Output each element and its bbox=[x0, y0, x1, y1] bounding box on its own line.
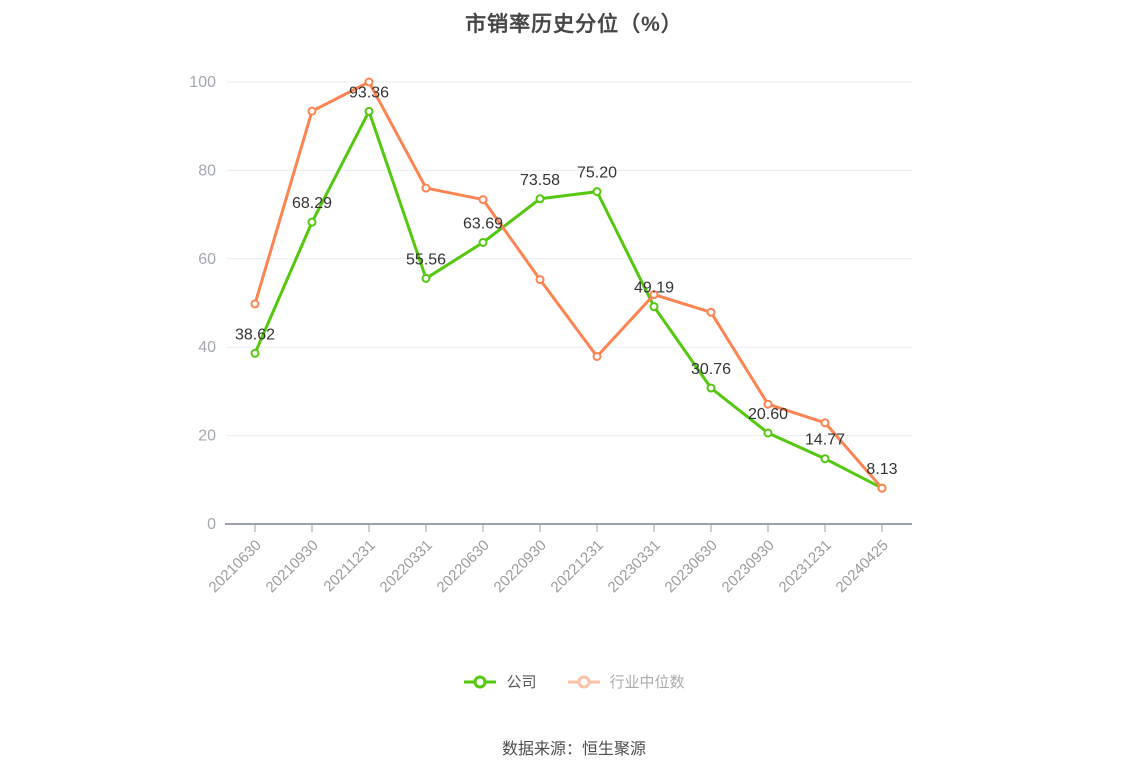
data-point[interactable] bbox=[649, 302, 659, 312]
data-point[interactable] bbox=[592, 351, 602, 361]
data-point[interactable] bbox=[535, 275, 545, 285]
y-axis-label: 20 bbox=[198, 428, 216, 445]
data-label: 63.69 bbox=[463, 215, 503, 232]
data-label: 73.58 bbox=[520, 172, 560, 189]
x-axis-label: 20231231 bbox=[776, 537, 835, 596]
y-axis-label: 40 bbox=[198, 339, 216, 356]
data-point[interactable] bbox=[820, 454, 830, 464]
data-label: 49.19 bbox=[634, 280, 674, 297]
data-label: 8.13 bbox=[866, 461, 897, 478]
x-axis-label: 20220930 bbox=[491, 537, 550, 596]
data-point[interactable] bbox=[307, 106, 317, 116]
x-axis-label: 20230331 bbox=[605, 537, 664, 596]
data-point[interactable] bbox=[763, 399, 773, 409]
y-axis-label: 60 bbox=[198, 251, 216, 268]
x-axis-label: 20221231 bbox=[548, 537, 607, 596]
data-point[interactable] bbox=[364, 77, 374, 87]
y-axis-label: 100 bbox=[189, 74, 216, 91]
legend-label-company: 公司 bbox=[506, 674, 537, 691]
x-axis-label: 20210630 bbox=[206, 537, 265, 596]
data-point[interactable] bbox=[649, 290, 659, 300]
line-chart: 0204060801002021063020210930202112312022… bbox=[189, 74, 912, 596]
data-point[interactable] bbox=[250, 299, 260, 309]
data-point[interactable] bbox=[250, 348, 260, 358]
company-series-legend-icon bbox=[464, 675, 497, 688]
data-point[interactable] bbox=[763, 428, 773, 438]
data-point[interactable] bbox=[877, 483, 887, 493]
data-point[interactable] bbox=[706, 307, 716, 317]
data-point[interactable] bbox=[706, 383, 716, 393]
data-point[interactable] bbox=[478, 237, 488, 247]
data-source: 数据来源：恒生聚源 bbox=[501, 741, 646, 758]
data-point[interactable] bbox=[478, 195, 488, 205]
data-label: 14.77 bbox=[805, 432, 845, 449]
series-line bbox=[253, 80, 884, 490]
data-point[interactable] bbox=[364, 106, 374, 116]
data-label: 55.56 bbox=[406, 251, 446, 268]
x-axis-label: 20230930 bbox=[719, 537, 778, 596]
data-label: 68.29 bbox=[292, 195, 332, 212]
y-axis-label: 80 bbox=[198, 162, 216, 179]
data-label: 30.76 bbox=[691, 361, 731, 378]
data-label: 75.20 bbox=[577, 165, 617, 182]
legend: 公司 行业中位数 bbox=[0, 671, 1148, 692]
legend-item-company[interactable]: 公司 bbox=[463, 671, 537, 692]
data-point[interactable] bbox=[592, 187, 602, 197]
data-label: 38.62 bbox=[235, 326, 275, 343]
legend-item-industry-median[interactable]: 行业中位数 bbox=[567, 671, 685, 692]
data-point[interactable] bbox=[535, 194, 545, 204]
legend-label-industry-median: 行业中位数 bbox=[609, 674, 685, 691]
x-axis-label: 20211231 bbox=[320, 537, 378, 595]
x-axis-label: 20220630 bbox=[434, 537, 493, 596]
data-point[interactable] bbox=[421, 183, 431, 193]
x-axis-label: 20240425 bbox=[833, 537, 892, 596]
x-axis-label: 20210930 bbox=[263, 537, 322, 596]
data-label: 20.60 bbox=[748, 406, 788, 423]
industry-median-series-legend-icon bbox=[567, 675, 600, 688]
data-point[interactable] bbox=[307, 217, 317, 227]
data-point[interactable] bbox=[421, 273, 431, 283]
data-label: 93.36 bbox=[349, 84, 389, 101]
data-point[interactable] bbox=[820, 418, 830, 428]
series-line bbox=[253, 109, 884, 490]
chart-title: 市销率历史分位（%） bbox=[465, 13, 683, 36]
x-axis-label: 20220331 bbox=[377, 537, 436, 596]
x-axis-label: 20230630 bbox=[662, 537, 721, 596]
y-axis-label: 0 bbox=[207, 516, 216, 533]
